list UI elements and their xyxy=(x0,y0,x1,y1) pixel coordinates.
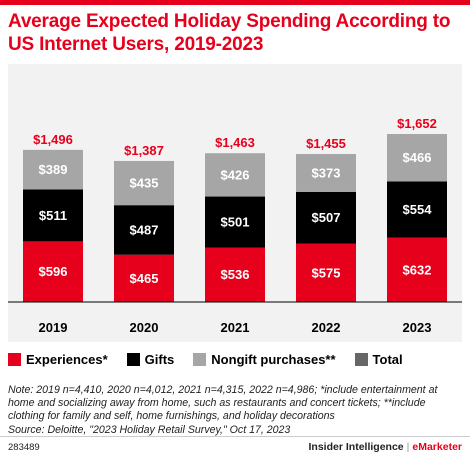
bar-segment xyxy=(23,149,83,190)
legend-item-1: Gifts xyxy=(126,352,175,367)
segment-value-label: $501 xyxy=(221,215,250,230)
x-tick-label: 2020 xyxy=(130,320,159,335)
legend-swatch xyxy=(126,353,140,366)
legend-label: Experiences* xyxy=(26,352,108,367)
legend-item-3: Total xyxy=(354,352,403,367)
legend-swatch xyxy=(8,353,21,366)
chart-title: Average Expected Holiday Spending Accord… xyxy=(8,11,451,55)
chart-id: 283489 xyxy=(8,442,40,453)
segment-value-label: $373 xyxy=(312,166,341,181)
segment-value-label: $465 xyxy=(130,271,159,286)
brand-separator: | xyxy=(406,441,410,453)
segment-value-label: $487 xyxy=(130,222,159,237)
segment-value-label: $426 xyxy=(221,167,250,182)
legend-label: Nongift purchases** xyxy=(211,352,336,367)
bar-segment xyxy=(296,243,356,302)
bar-segment xyxy=(205,153,265,197)
legend-item-0: Experiences* xyxy=(8,352,108,367)
legend-item-2: Nongift purchases** xyxy=(193,352,336,367)
segment-value-label: $632 xyxy=(403,262,432,277)
x-tick-label: 2023 xyxy=(403,320,432,335)
legend-label: Gifts xyxy=(144,352,175,367)
chart-area: $596 $511 $389 $1,496 2019 $465 $487 $435 $1,387… xyxy=(8,64,462,342)
bar-segment xyxy=(114,160,174,206)
footer-divider xyxy=(0,436,470,437)
x-tick-label: 2022 xyxy=(312,320,341,335)
legend-label: Total xyxy=(372,352,403,367)
stacked-bar-chart: $596 $511 $389 $1,496 2019 $465 $487 $435 $1,387… xyxy=(8,116,462,335)
bar-segment xyxy=(114,254,174,302)
bar-segment xyxy=(387,181,447,238)
segment-value-label: $575 xyxy=(312,265,341,280)
segment-value-label: $554 xyxy=(403,202,433,217)
legend-swatch xyxy=(193,353,207,366)
note-text: Note: 2019 n=4,410, 2020 n=4,012, 2021 n… xyxy=(8,384,438,423)
bar-segment xyxy=(387,237,447,302)
source-text: Source: Deloitte, "2023 Holiday Retail S… xyxy=(8,423,291,436)
bar-segment xyxy=(114,205,174,255)
x-tick-label: 2019 xyxy=(39,320,68,335)
footer-brand: Insider Intelligence | eMarketer xyxy=(309,441,462,453)
segment-value-label: $507 xyxy=(312,210,341,225)
total-value-label: $1,387 xyxy=(124,143,164,158)
chart-notes: Note: 2019 n=4,410, 2020 n=4,012, 2021 n… xyxy=(8,384,464,437)
segment-value-label: $435 xyxy=(130,176,159,191)
top-accent-bar xyxy=(0,0,470,5)
bar-segment xyxy=(387,134,447,182)
total-value-label: $1,455 xyxy=(306,136,346,151)
bar-segment xyxy=(23,189,83,242)
total-value-label: $1,652 xyxy=(397,116,437,131)
segment-value-label: $536 xyxy=(221,267,250,282)
bar-segment xyxy=(296,191,356,244)
segment-value-label: $596 xyxy=(39,264,68,279)
total-value-label: $1,463 xyxy=(215,135,255,150)
x-tick-label: 2021 xyxy=(221,320,250,335)
segment-value-label: $466 xyxy=(403,150,432,165)
chart-legend: Experiences* Gifts Nongift purchases** Tota… xyxy=(8,352,422,367)
total-value-label: $1,496 xyxy=(33,132,73,147)
brand-emarketer: eMarketer xyxy=(412,441,462,453)
segment-value-label: $389 xyxy=(39,162,68,177)
brand-name: Insider Intelligence xyxy=(308,441,404,453)
legend-swatch xyxy=(354,353,368,366)
bar-segment xyxy=(23,241,83,302)
bar-segment xyxy=(205,247,265,302)
segment-value-label: $511 xyxy=(39,208,67,223)
bar-segment xyxy=(296,154,356,192)
bar-segment xyxy=(205,196,265,248)
